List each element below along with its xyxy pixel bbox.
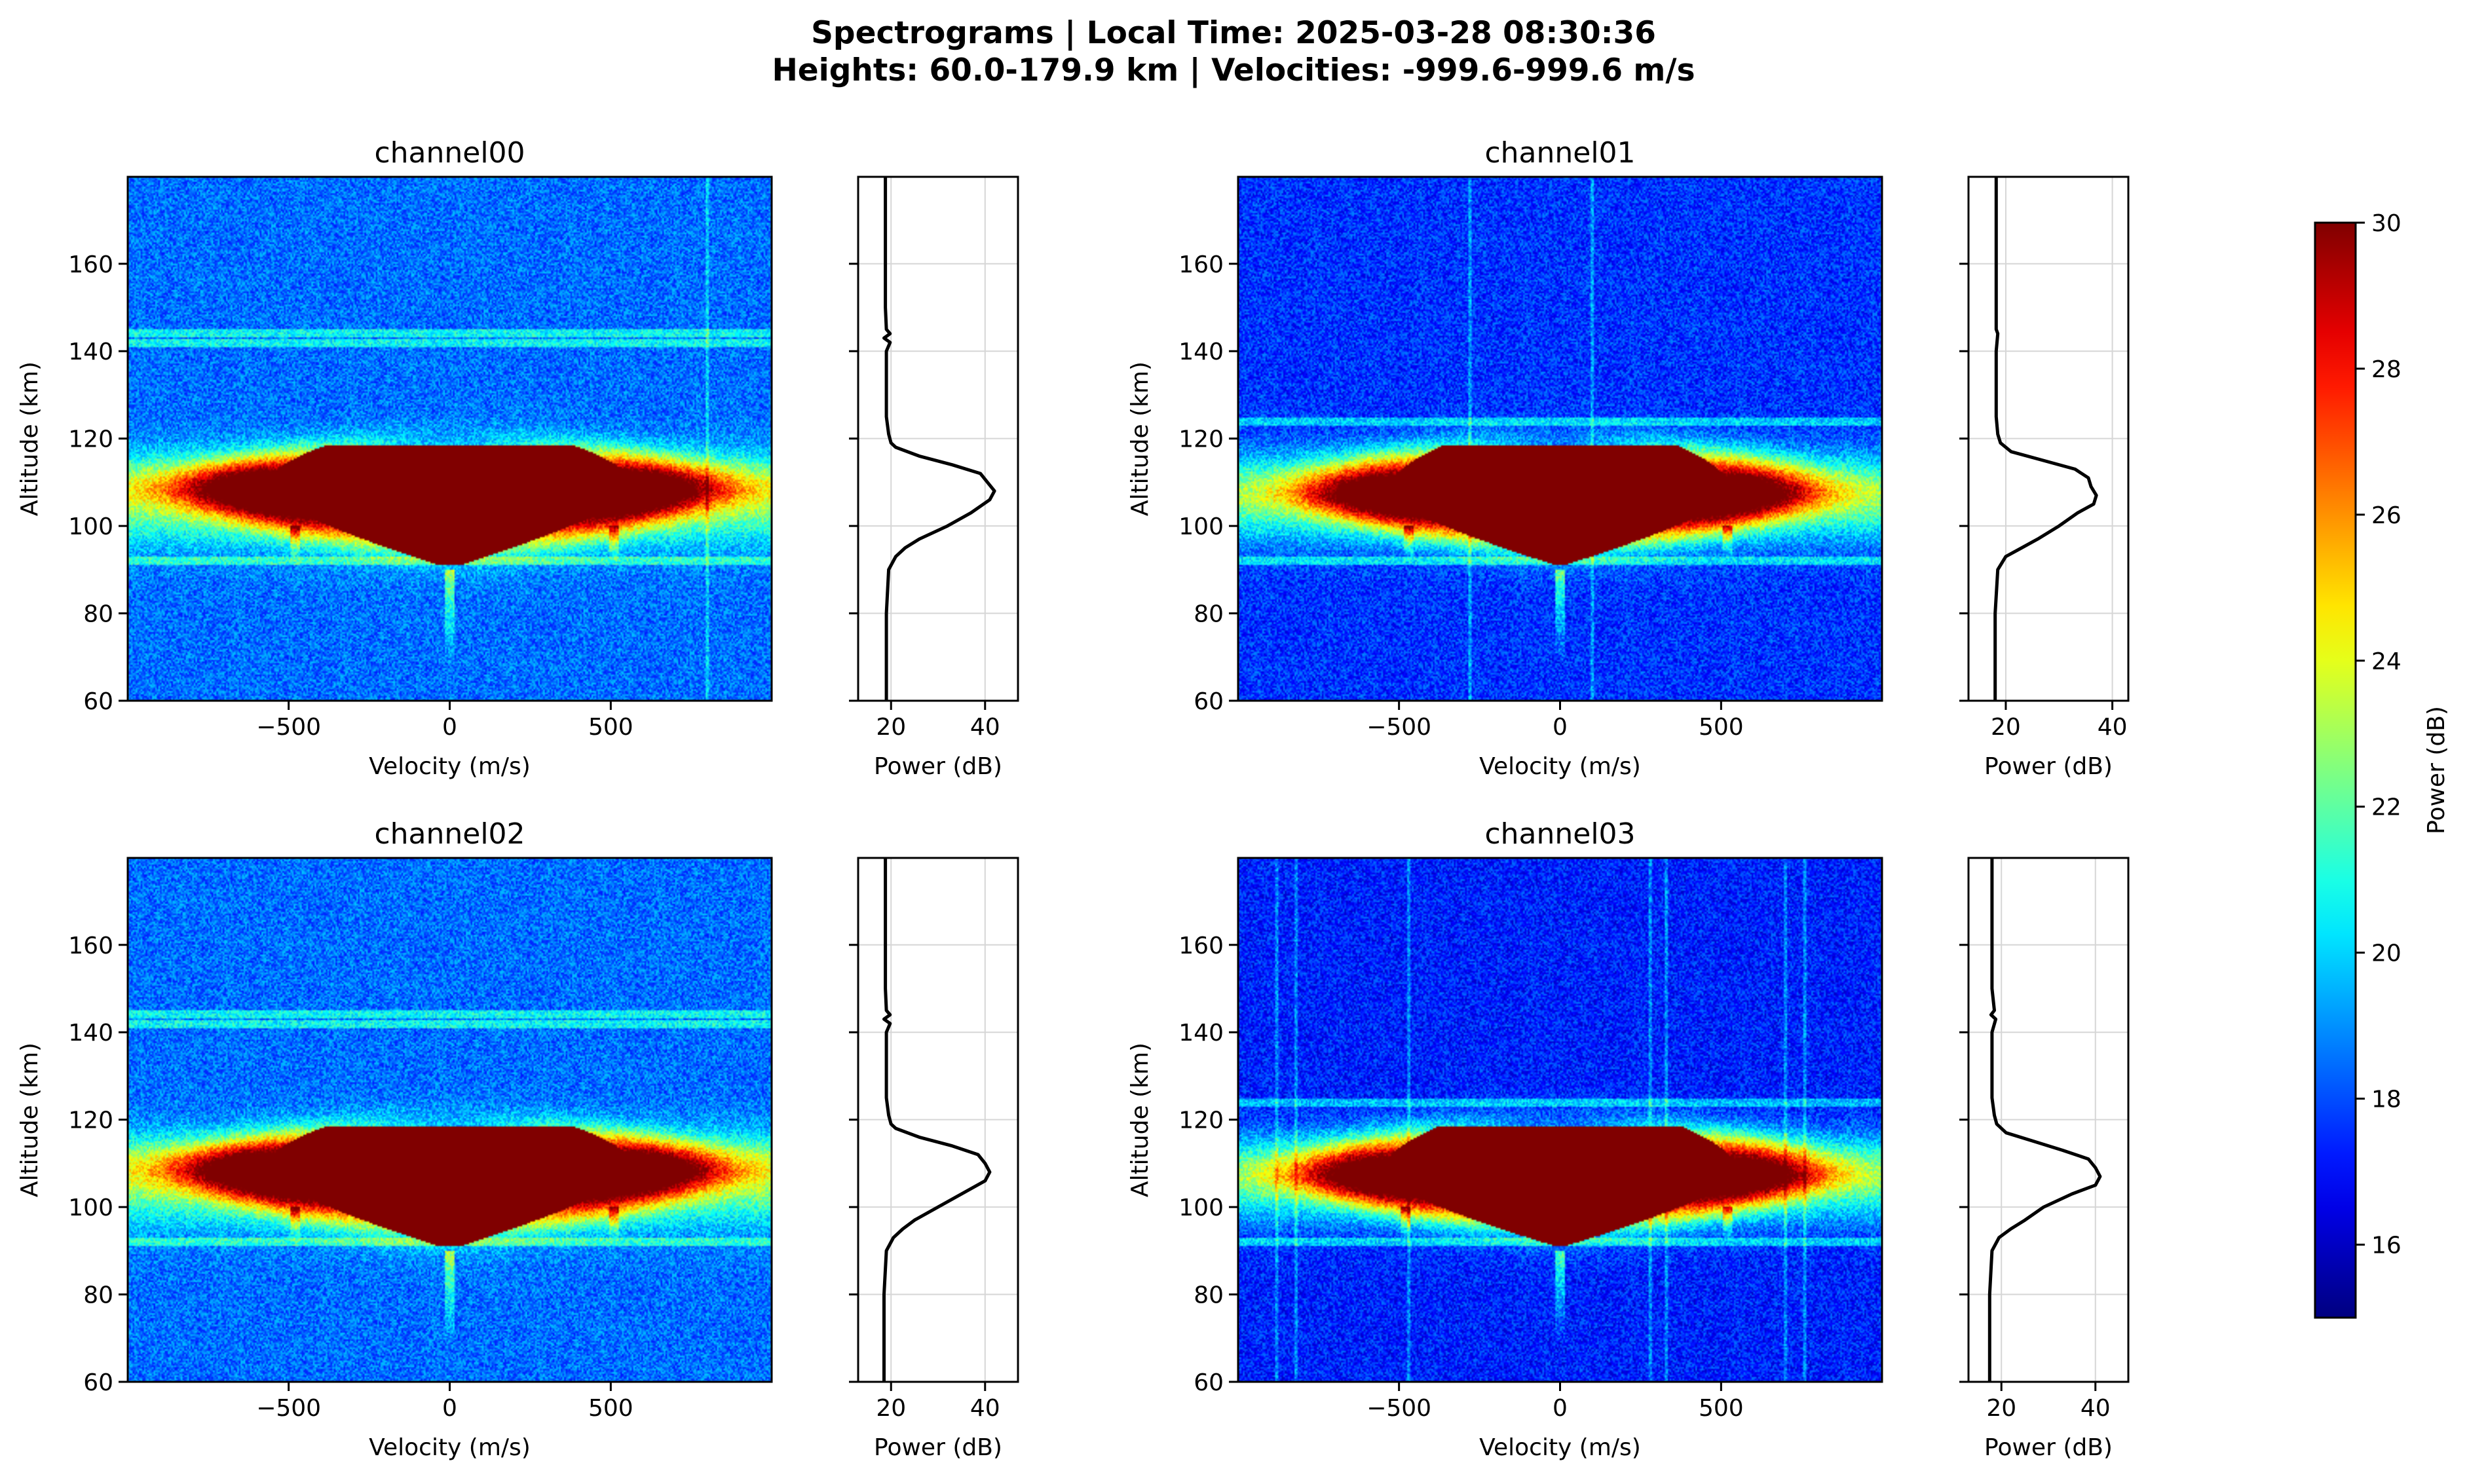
profile-x-axis-label: Power (dB) <box>1984 1434 2113 1461</box>
power-profile-0: 20 40 Power (dB) <box>849 176 1019 780</box>
y-axis-label: Altitude (km) <box>16 1043 43 1197</box>
colorbar-tick-label: 30 <box>2371 210 2401 237</box>
x-axis-label: Velocity (m/s) <box>369 753 531 780</box>
y-tick-label: 160 <box>1178 251 1224 278</box>
x-tick-label: 500 <box>1699 1395 1744 1422</box>
y-tick-label: 120 <box>68 426 113 453</box>
colorbar-label: Power (dB) <box>2423 706 2450 834</box>
y-tick-label: 80 <box>1194 601 1224 628</box>
y-tick-label: 120 <box>1178 426 1224 453</box>
y-axis-label: Altitude (km) <box>1127 1043 1154 1197</box>
channel-title: channel01 <box>1484 136 1635 170</box>
y-axis-label: Altitude (km) <box>1127 362 1154 516</box>
channel-panel-2: −500 0 500 60 80 100 120 140 160 channel02 Velocit… <box>16 817 773 1461</box>
power-profile-line <box>1993 177 2098 701</box>
colorbar-tick-label: 24 <box>2371 648 2401 675</box>
x-tick-label: 0 <box>1553 1395 1568 1422</box>
x-tick-label: 20 <box>876 714 906 741</box>
power-profile-line <box>1987 858 2102 1382</box>
y-tick-label: 120 <box>1178 1107 1224 1134</box>
x-tick-label: 0 <box>442 1395 457 1422</box>
colorbar-tick-label: 22 <box>2371 794 2401 821</box>
y-tick-label: 60 <box>83 688 113 715</box>
x-tick-label: 20 <box>876 1395 906 1422</box>
colorbar-tick-label: 28 <box>2371 356 2401 383</box>
colorbar: 16 18 20 22 24 26 28 30 Power (dB) <box>2314 210 2450 1319</box>
y-tick-label: 60 <box>1194 1369 1224 1396</box>
colorbar-tick-label: 16 <box>2371 1233 2401 1259</box>
power-profile-3: 20 40 Power (dB) <box>1959 857 2130 1461</box>
y-tick-label: 80 <box>83 601 113 628</box>
x-tick-label: −500 <box>256 714 321 741</box>
channel-title: channel03 <box>1484 817 1635 851</box>
colorbar-tick-label: 18 <box>2371 1086 2401 1113</box>
channel-title: channel00 <box>374 136 525 170</box>
x-tick-label: 500 <box>588 1395 633 1422</box>
power-profile-2: 20 40 Power (dB) <box>849 857 1019 1461</box>
figure-title-line2: Heights: 60.0-179.9 km | Velocities: -99… <box>772 52 1695 88</box>
x-tick-label: 40 <box>2081 1395 2111 1422</box>
x-tick-label: −500 <box>256 1395 321 1422</box>
y-tick-label: 140 <box>68 339 113 365</box>
y-tick-label: 160 <box>1178 933 1224 959</box>
spectrogram-image <box>128 858 772 1382</box>
y-tick-label: 160 <box>68 251 113 278</box>
y-tick-label: 100 <box>1178 1195 1224 1221</box>
y-tick-label: 100 <box>68 513 113 540</box>
channel-panel-3: −500 0 500 60 80 100 120 140 160 channel03 Velocit… <box>1127 817 1883 1461</box>
spectrogram-image <box>1238 858 1882 1382</box>
y-tick-label: 80 <box>1194 1282 1224 1309</box>
x-tick-label: 0 <box>1553 714 1568 741</box>
x-tick-label: −500 <box>1366 1395 1431 1422</box>
x-tick-label: 40 <box>2098 714 2128 741</box>
x-tick-label: 20 <box>1986 1395 2016 1422</box>
y-tick-label: 100 <box>1178 513 1224 540</box>
x-tick-label: 20 <box>1991 714 2021 741</box>
x-tick-label: 500 <box>1699 714 1744 741</box>
y-tick-label: 60 <box>1194 688 1224 715</box>
x-axis-label: Velocity (m/s) <box>369 1434 531 1461</box>
channel-panel-0: −500 0 500 60 80 100 120 140 160 channel00 Velocit… <box>16 136 773 780</box>
spectrogram-image <box>1238 177 1882 701</box>
profile-x-axis-label: Power (dB) <box>874 1434 1002 1461</box>
x-axis-label: Velocity (m/s) <box>1479 1434 1641 1461</box>
x-tick-label: 40 <box>970 714 1000 741</box>
y-tick-label: 160 <box>68 933 113 959</box>
colorbar-tick-label: 26 <box>2371 502 2401 529</box>
channel-title: channel02 <box>374 817 525 851</box>
figure-title-line1: Spectrograms | Local Time: 2025-03-28 08… <box>811 15 1656 51</box>
colorbar-frame <box>2314 221 2357 1319</box>
power-profile-line <box>882 858 992 1382</box>
y-tick-label: 140 <box>1178 339 1224 365</box>
y-tick-label: 120 <box>68 1107 113 1134</box>
y-tick-label: 100 <box>68 1195 113 1221</box>
y-tick-label: 140 <box>1178 1020 1224 1047</box>
y-tick-label: 140 <box>68 1020 113 1047</box>
colorbar-tick-label: 20 <box>2371 940 2401 967</box>
x-tick-label: 40 <box>970 1395 1000 1422</box>
power-profile-1: 20 40 Power (dB) <box>1959 176 2130 780</box>
spectrogram-image <box>128 177 772 701</box>
x-axis-label: Velocity (m/s) <box>1479 753 1641 780</box>
profile-x-axis-label: Power (dB) <box>1984 753 2113 780</box>
y-axis-label: Altitude (km) <box>16 362 43 516</box>
profile-x-axis-label: Power (dB) <box>874 753 1002 780</box>
x-tick-label: 0 <box>442 714 457 741</box>
power-profile-line <box>882 177 996 701</box>
channel-panel-1: −500 0 500 60 80 100 120 140 160 channel01 Velocit… <box>1127 136 1883 780</box>
x-tick-label: −500 <box>1366 714 1431 741</box>
x-tick-label: 500 <box>588 714 633 741</box>
colorbar-gradient <box>2315 223 2356 1318</box>
y-tick-label: 80 <box>83 1282 113 1309</box>
y-tick-label: 60 <box>83 1369 113 1396</box>
